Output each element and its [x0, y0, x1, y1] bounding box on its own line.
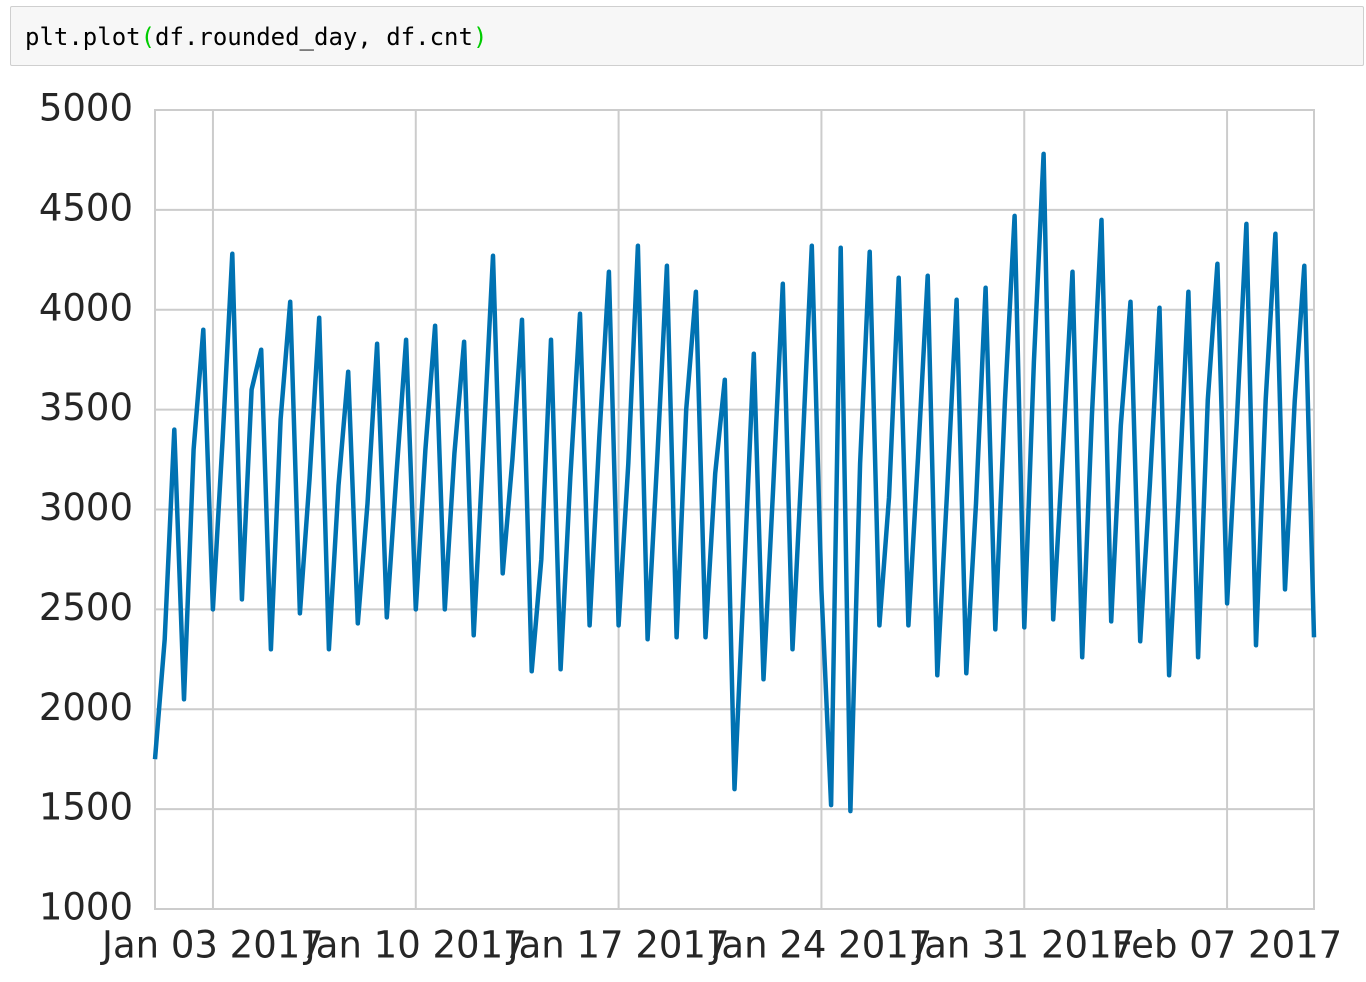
y-tick-label: 2000: [39, 686, 133, 729]
y-tick-label: 3000: [39, 486, 133, 529]
code-text: plt.plot(df.rounded_day, df.cnt): [25, 23, 487, 51]
y-tick-label: 2500: [39, 586, 133, 629]
x-tick-label: Jan 31 2017: [911, 924, 1135, 967]
y-tick-label: 4500: [39, 186, 133, 229]
plot-frame: [154, 109, 1315, 910]
data-line: [152, 151, 1317, 814]
y-tick-label: 1000: [39, 886, 133, 929]
code-token: ): [472, 23, 488, 51]
x-tick-label: Jan 17 2017: [506, 924, 730, 967]
y-tick-label: 4000: [39, 286, 133, 329]
x-tick-label: Feb 07 2017: [1112, 924, 1342, 967]
x-tick-label: Jan 03 2017: [100, 924, 324, 967]
y-tick-label: 1500: [39, 786, 133, 829]
x-tick-label: Jan 24 2017: [709, 924, 933, 967]
code-cell[interactable]: plt.plot(df.rounded_day, df.cnt): [10, 6, 1364, 66]
code-token: (: [140, 23, 156, 51]
code-token: plt.plot: [25, 23, 141, 51]
chart: 1000 1500 2000 2500 3000 3500 4000 4500 5000 Jan …: [39, 87, 1342, 967]
y-tick-label: 5000: [39, 87, 133, 130]
y-tick-label: 3500: [39, 386, 133, 429]
code-token: df.rounded_day, df.cnt: [155, 23, 473, 51]
x-tick-label: Jan 10 2017: [303, 924, 527, 967]
